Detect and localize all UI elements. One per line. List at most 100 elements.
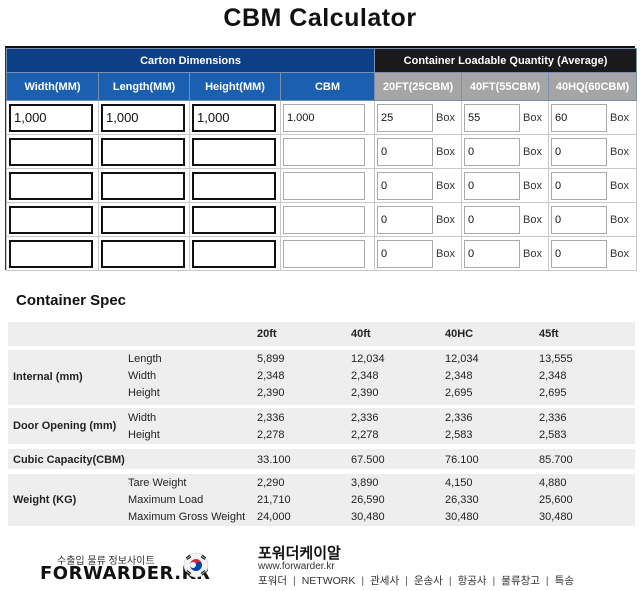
spec-value: 30,480 [351, 511, 385, 523]
footer-link[interactable]: 운송사 [413, 575, 443, 587]
dim-cell [6, 134, 99, 169]
spec-row-name: Height [128, 387, 160, 399]
spec-value: 2,336 [351, 412, 379, 424]
spec-door-label: Door Opening (mm) [13, 420, 117, 432]
dim-cell [189, 202, 281, 237]
spec-value: 5,899 [257, 353, 285, 365]
box-label: Box [436, 179, 456, 192]
cbm-cell [279, 100, 376, 135]
spec-internal-band [8, 350, 635, 405]
spec-weight-label: Weight (KG) [13, 494, 77, 506]
spec-value: 2,278 [257, 429, 285, 441]
box-label: Box [610, 179, 630, 192]
spec-value: 67.500 [351, 454, 385, 466]
qty-cell: Box [374, 236, 463, 271]
footer-link[interactable]: 포워더 [258, 575, 287, 587]
footer-link[interactable]: 특송 [554, 575, 574, 587]
footer-link[interactable]: NETWORK [301, 575, 356, 587]
cbm-output [283, 103, 365, 132]
qty-cell: Box [548, 236, 638, 271]
width-input[interactable] [9, 103, 93, 132]
height-input[interactable] [192, 205, 276, 234]
spec-value: 2,583 [445, 429, 473, 441]
qty-cell: Box [548, 202, 638, 237]
spec-value: 4,150 [445, 477, 473, 489]
qty-cell: Box [548, 134, 638, 169]
calc-row: Box Box Box [6, 100, 638, 135]
box-label: Box [523, 179, 543, 192]
footer-url[interactable]: www.forwarder.kr [258, 561, 335, 572]
qty-cell: Box [548, 168, 638, 203]
dim-cell [189, 134, 281, 169]
spec-value: 2,695 [445, 387, 473, 399]
length-input[interactable] [101, 137, 185, 166]
container-spec-table: 20ft 40ft 40HC 45ft Internal (mm) Door O… [8, 318, 635, 528]
width-input[interactable] [9, 137, 93, 166]
spec-value: 24,000 [257, 511, 291, 523]
spec-value: 2,390 [257, 387, 285, 399]
spec-value: 2,278 [351, 429, 379, 441]
footer-link[interactable]: 항공사 [457, 575, 487, 587]
link-separator: | [545, 575, 549, 587]
col-height: Height(MM) [189, 72, 281, 101]
length-input[interactable] [101, 171, 185, 200]
dim-cell [6, 168, 99, 203]
page-title: CBM Calculator [223, 4, 417, 32]
spec-internal-label: Internal (mm) [13, 371, 83, 383]
qty-cell: Box [374, 134, 463, 169]
height-input[interactable] [192, 239, 276, 268]
width-input[interactable] [9, 205, 93, 234]
dim-cell [6, 202, 99, 237]
spec-door-band [8, 408, 635, 444]
spec-value: 21,710 [257, 494, 291, 506]
qty-40ft-output [464, 171, 521, 200]
dim-cell [189, 168, 281, 203]
spec-value: 2,348 [445, 370, 473, 382]
qty-cell: Box [374, 168, 463, 203]
cbm-output [283, 137, 365, 166]
link-separator: | [448, 575, 452, 587]
spec-cubic-band [8, 449, 635, 469]
link-separator: | [405, 575, 408, 587]
box-label: Box [523, 247, 543, 260]
box-label: Box [436, 213, 456, 226]
cbm-calculator-table: Carton Dimensions Container Loadable Qua… [5, 46, 638, 271]
cbm-output [283, 171, 365, 200]
calc-row: Box Box Box [6, 168, 638, 203]
qty-40hq-output [551, 103, 608, 132]
spec-header-20ft: 20ft [257, 328, 277, 340]
dim-cell [189, 236, 281, 271]
spec-header-40ft: 40ft [351, 328, 371, 340]
spec-value: 2,583 [539, 429, 567, 441]
height-input[interactable] [192, 171, 276, 200]
qty-20ft-output [377, 171, 434, 200]
spec-header-45ft: 45ft [539, 328, 559, 340]
qty-cell: Box [548, 100, 638, 135]
forwarder-logo[interactable]: FORWARDER.KR [40, 563, 211, 584]
width-input[interactable] [9, 239, 93, 268]
spec-row-name: Height [128, 429, 160, 441]
footer-link[interactable]: 물류창고 [501, 575, 540, 587]
cbm-output [283, 205, 365, 234]
qty-40hq-output [551, 171, 608, 200]
width-input[interactable] [9, 171, 93, 200]
spec-value: 12,034 [351, 353, 385, 365]
qty-40hq-output [551, 239, 608, 268]
spec-row-name: Tare Weight [128, 477, 187, 489]
length-input[interactable] [101, 103, 185, 132]
spec-row-name: Width [128, 370, 157, 382]
footer-link[interactable]: 관세사 [370, 575, 400, 587]
box-label: Box [523, 213, 543, 226]
col-width: Width(MM) [6, 72, 99, 101]
length-input[interactable] [101, 205, 185, 234]
box-label: Box [523, 111, 543, 124]
spec-value: 2,336 [257, 412, 285, 424]
length-input[interactable] [101, 239, 185, 268]
dim-cell [98, 168, 190, 203]
col-20ft: 20FT(25CBM) [374, 72, 463, 101]
height-input[interactable] [192, 103, 276, 132]
height-input[interactable] [192, 137, 276, 166]
spec-value: 76.100 [445, 454, 479, 466]
spec-value: 85.700 [539, 454, 573, 466]
dim-cell [98, 100, 190, 135]
